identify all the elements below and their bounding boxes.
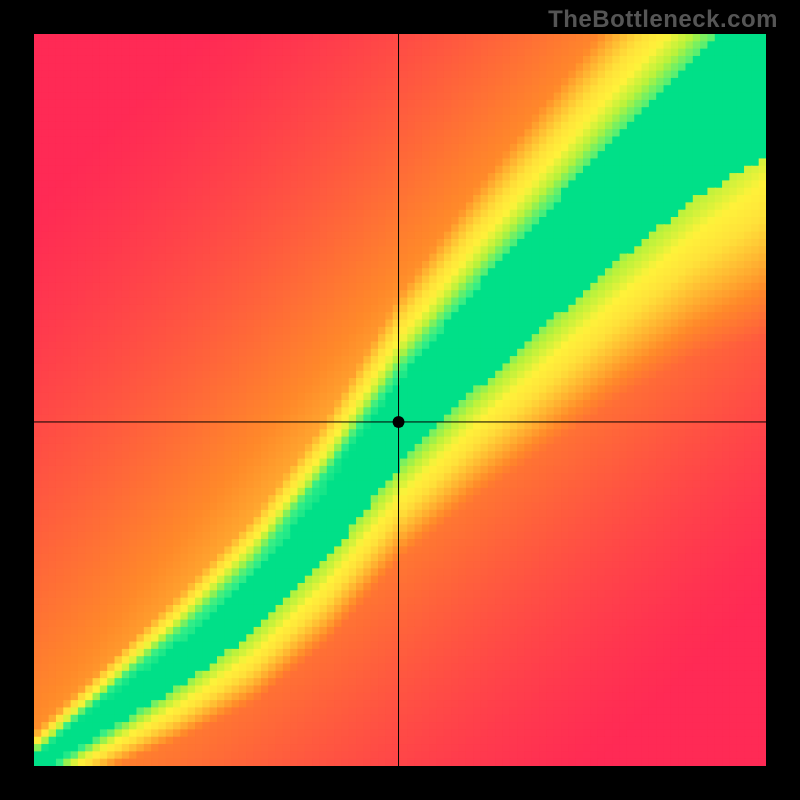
- bottleneck-heatmap: [34, 34, 766, 766]
- chart-container: TheBottleneck.com: [0, 0, 800, 800]
- watermark-text: TheBottleneck.com: [548, 6, 778, 34]
